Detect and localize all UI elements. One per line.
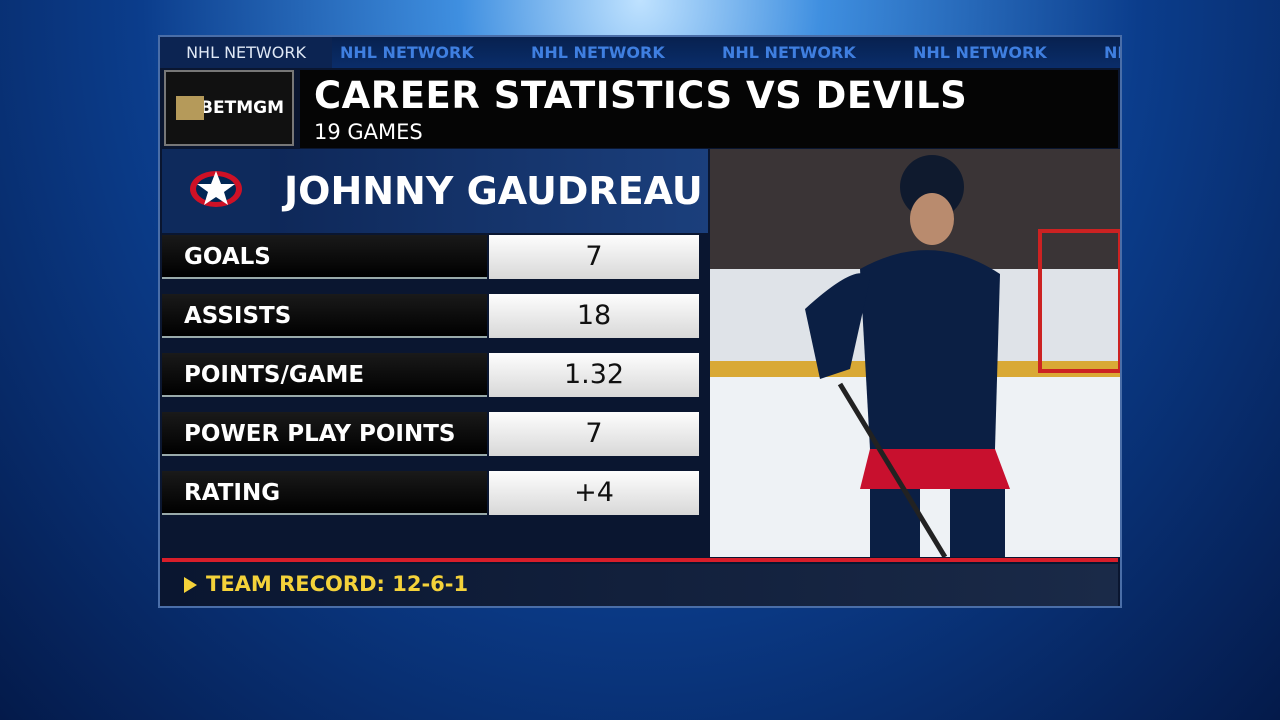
team-record: TEAM RECORD: 12-6-1 (206, 572, 469, 596)
stat-value: 7 (489, 235, 699, 279)
ticker: NHL NETWORK NHL NETWORK NHL NETWORK NHL NE… (160, 37, 1120, 68)
stat-row: ASSISTS 18 (162, 294, 706, 338)
title-box: CAREER STATISTICS VS DEVILS 19 GAMES (300, 70, 1118, 148)
leg-right (950, 489, 1005, 557)
stick (837, 382, 948, 557)
divider (162, 558, 1118, 562)
name-bar: JOHNNY GAUDREAU (162, 149, 708, 233)
stat-label: POINTS/GAME (162, 353, 487, 397)
team-logo (162, 149, 270, 233)
stat-panel: NHL NETWORK NHL NETWORK NHL NETWORK NHL NE… (158, 35, 1122, 608)
stat-value: 1.32 (489, 353, 699, 397)
stat-label: ASSISTS (162, 294, 487, 338)
footer-arrow (184, 577, 197, 593)
stat-value: +4 (489, 471, 699, 515)
face (910, 193, 954, 245)
sponsor: BETMGM (164, 70, 294, 146)
stat-row: GOALS 7 (162, 235, 706, 279)
title: CAREER STATISTICS VS DEVILS (314, 74, 968, 117)
net (1038, 229, 1120, 373)
logo-star (197, 171, 235, 205)
stat-label: RATING (162, 471, 487, 515)
ticker-item: NHL NETWORK (1104, 43, 1120, 62)
stat-label: GOALS (162, 235, 487, 279)
network-label: NHL NETWORK (160, 37, 332, 68)
jersey (860, 250, 1000, 449)
logo-graphic (190, 171, 242, 207)
footer: TEAM RECORD: 12-6-1 (162, 564, 1118, 606)
stat-row: RATING +4 (162, 471, 706, 515)
stat-row: POWER PLAY POINTS 7 (162, 412, 706, 456)
ticker-item: NHL NETWORK (722, 43, 856, 62)
stat-value: 7 (489, 412, 699, 456)
ticker-item: NHL NETWORK (340, 43, 474, 62)
player-photo (710, 149, 1120, 557)
subtitle: 19 GAMES (314, 120, 423, 144)
arm (805, 273, 870, 379)
ticker-item: NHL NETWORK (531, 43, 665, 62)
ticker-row: NHL NETWORK NHL NETWORK NHL NETWORK NHL NET… (340, 37, 1120, 68)
ticker-item: NHL NETWORK (913, 43, 1047, 62)
stat-row: POINTS/GAME 1.32 (162, 353, 706, 397)
stat-value: 18 (489, 294, 699, 338)
stat-label: POWER PLAY POINTS (162, 412, 487, 456)
player-name: JOHNNY GAUDREAU (284, 169, 703, 213)
